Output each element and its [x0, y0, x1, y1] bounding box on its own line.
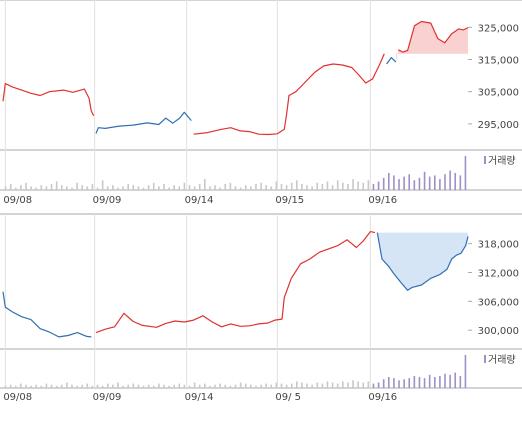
- y-tick-label: 325,000: [478, 23, 519, 34]
- volume-legend-label: 거래량: [488, 354, 516, 366]
- price-range-shade: [377, 232, 468, 291]
- price-range-shade: [395, 21, 468, 63]
- price-line-segment-3: [376, 232, 469, 291]
- price-line-segment-2: [95, 111, 192, 134]
- y-tick-label: 312,000: [478, 268, 519, 279]
- price-line-segment-1: [2, 83, 95, 117]
- x-tick-label: 09/14: [185, 195, 214, 206]
- x-tick-label: 09/14: [185, 392, 214, 403]
- price-line-segment-5: [398, 20, 469, 53]
- price-line-segment-4: [386, 57, 397, 65]
- y-tick-label: 318,000: [478, 240, 519, 251]
- price-line-segment-3: [193, 53, 385, 136]
- y-tick-label: 315,000: [478, 55, 519, 66]
- price-line-segment-2: [95, 231, 376, 334]
- x-tick-label: 09/08: [3, 195, 32, 206]
- y-tick-label: 295,000: [478, 120, 519, 131]
- volume-legend-label: 거래량: [488, 155, 516, 167]
- x-tick-label: 09/09: [93, 392, 122, 403]
- x-tick-label: 09/16: [368, 195, 397, 206]
- x-tick-label: 09/09: [93, 195, 122, 206]
- x-tick-label: 09/08: [3, 392, 32, 403]
- x-tick-label: 09/ 5: [275, 392, 301, 403]
- y-tick-label: 300,000: [478, 326, 519, 337]
- volume-legend-swatch: [484, 156, 486, 164]
- x-tick-label: 09/15: [275, 195, 304, 206]
- x-tick-label: 09/16: [368, 392, 397, 403]
- chart-panel-1: 09/08 09/09 09/14 09/15 09/16 325,000 315,000 3…: [0, 0, 522, 206]
- y-tick-label: 306,000: [478, 297, 519, 308]
- volume-legend-swatch: [484, 355, 486, 363]
- chart-panel-2: 09/08 09/09 09/14 09/ 5 09/16 318,000 312,000 3…: [0, 213, 522, 403]
- y-tick-label: 305,000: [478, 88, 519, 99]
- price-line-segment-1: [2, 291, 92, 338]
